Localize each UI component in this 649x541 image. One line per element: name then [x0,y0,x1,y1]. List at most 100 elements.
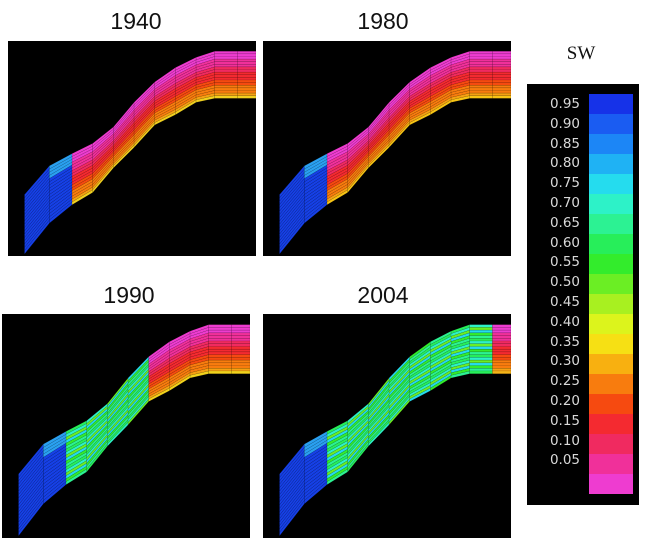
grid-cell [469,87,493,91]
grid-cell [492,340,511,344]
legend-swatch [589,314,633,334]
legend-label: 0.35 [549,333,580,350]
grid-cell [492,74,511,78]
legend-label: 0.90 [549,115,580,132]
grid-cell [492,329,511,334]
grid-cell [469,338,493,342]
grid-cell [208,351,232,355]
grid-cell [214,53,238,57]
grid-cell [469,340,493,344]
grid-cell [492,332,511,336]
grid-cell [469,362,493,366]
legend-label: 0.75 [549,175,580,192]
grid-cell [492,335,511,339]
grid-cell [208,335,232,339]
grid-cell [231,362,250,366]
grid-cell [492,64,511,68]
legend-label: 0.20 [549,392,580,409]
legend-label: 0.55 [549,254,580,271]
legend-swatch [589,394,633,414]
grid-cell [214,66,238,70]
saturation-map-1940 [24,50,256,255]
grid-cell [492,324,511,328]
legend-swatch [589,454,633,474]
panel-title-1990: 1990 [103,282,155,308]
grid-cell [469,74,493,78]
legend-swatch [589,114,633,134]
grid-cell [469,343,493,347]
grid-cell [208,327,232,331]
legend-swatch [589,434,633,454]
legend-swatch [589,214,633,234]
legend-label: 0.85 [549,135,580,152]
grid-cell [237,87,256,91]
legend-label: 0.10 [549,432,580,449]
grid-cell [492,348,511,353]
grid-cell [469,56,493,60]
grid-cell [231,357,250,361]
legend-label: 0.25 [549,373,580,390]
legend-swatch [589,414,633,434]
grid-cell [469,82,493,86]
grid-cell [214,77,238,81]
grid-cell [231,329,250,334]
grid-cell [469,77,493,81]
grid-cell [237,90,256,94]
grid-cell [231,359,250,364]
grid-cell [214,74,238,78]
grid-cell [469,327,493,331]
grid-cell [469,368,493,372]
grid-cell [214,82,238,86]
grid-cell [469,61,493,65]
grid-cell [208,370,232,374]
legend-color-bar [589,94,633,494]
legend-swatch [589,254,633,274]
grid-cell [469,365,493,369]
legend-labels: 0.95 0.90 0.85 0.80 0.75 0.70 0.65 0.60 0.55 0.50… [527,95,583,471]
grid-cell [208,357,232,361]
legend-swatch [589,154,633,174]
grid-cell [214,51,238,55]
grid-cell [237,95,256,99]
grid-cell [469,95,493,99]
grid-cell [469,351,493,355]
legend-swatch [589,94,633,114]
legend-label: 0.80 [549,155,580,172]
grid-cell [214,87,238,91]
grid-cell [237,74,256,78]
grid-cell [208,354,232,358]
grid-cell [231,351,250,355]
grid-cell [492,82,511,86]
panel-title-2004: 2004 [357,282,409,308]
saturation-map-2004 [279,324,511,537]
grid-cell [237,71,256,75]
grid-cell [469,370,493,374]
grid-cell [492,343,511,347]
legend-title: SW [566,43,596,64]
legend-swatch [589,334,633,354]
legend-swatch [589,374,633,394]
grid-cell [492,327,511,331]
grid-cell [492,368,511,372]
legend-label: 0.50 [549,274,580,291]
grid-cell [231,370,250,374]
grid-cell [492,66,511,70]
grid-cell [214,56,238,60]
grid-cell [231,368,250,372]
grid-cell [214,92,238,96]
legend-label: 0.65 [549,214,580,231]
grid-cell [231,324,250,328]
grid-cell [231,332,250,336]
grid-cell [237,92,256,96]
saturation-map-1990 [18,324,250,537]
grid-cell [492,92,511,96]
grid-cell [469,79,493,83]
grid-cell [214,71,238,75]
legend-label: 0.95 [549,96,580,112]
grid-cell [237,77,256,81]
grid-cell [469,332,493,336]
grid-cell [469,51,493,55]
grid-cell [237,64,256,68]
grid-cell [492,90,511,94]
panel-title-1940: 1940 [110,8,162,34]
